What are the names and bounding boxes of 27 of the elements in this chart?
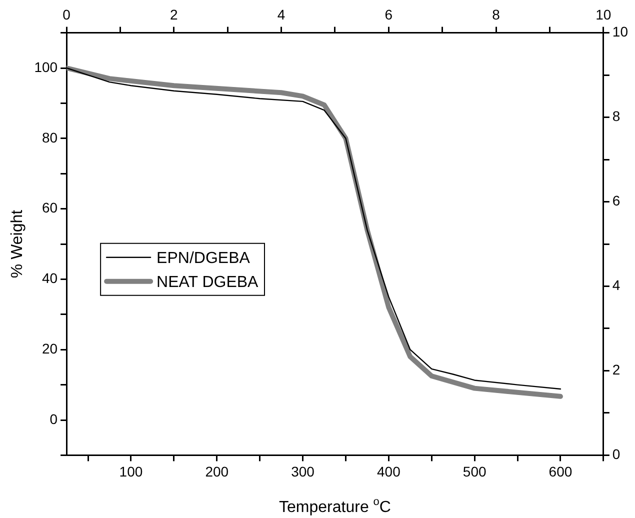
x-tick-label: 200 xyxy=(205,463,229,480)
y-axis-title: % Weight xyxy=(9,209,26,278)
y-tick-label: 100 xyxy=(34,58,58,75)
y-tick-label: 60 xyxy=(42,200,58,216)
y-tick-label: 0 xyxy=(50,410,58,427)
x-tick-label: 400 xyxy=(377,463,401,480)
x2-tick-label: 4 xyxy=(277,6,286,22)
y2-tick-label: 8 xyxy=(612,108,620,124)
x2-tick-label: 10 xyxy=(596,6,612,22)
x-tick-label: 500 xyxy=(462,463,486,480)
x-tick-label: 600 xyxy=(548,463,572,480)
x2-tick-label: 6 xyxy=(384,6,393,22)
y2-tick-label: 6 xyxy=(612,192,620,209)
x2-tick-label: 8 xyxy=(492,6,500,22)
legend-label: NEAT DGEBA xyxy=(156,274,259,291)
x2-tick-label: 0 xyxy=(62,6,71,22)
y2-tick-label: 0 xyxy=(612,446,620,462)
legend-label: EPN/DGEBA xyxy=(156,250,250,267)
x-tick-label: 300 xyxy=(291,463,315,480)
y2-tick-label: 4 xyxy=(612,277,620,294)
y-tick-label: 20 xyxy=(42,340,58,356)
x2-tick-label: 2 xyxy=(170,6,178,22)
y2-tick-label: 2 xyxy=(612,362,620,378)
y-tick-label: 80 xyxy=(42,129,58,146)
y2-tick-label: 10 xyxy=(612,24,628,40)
y-tick-label: 40 xyxy=(42,270,58,286)
x-tick-label: 100 xyxy=(119,463,143,480)
